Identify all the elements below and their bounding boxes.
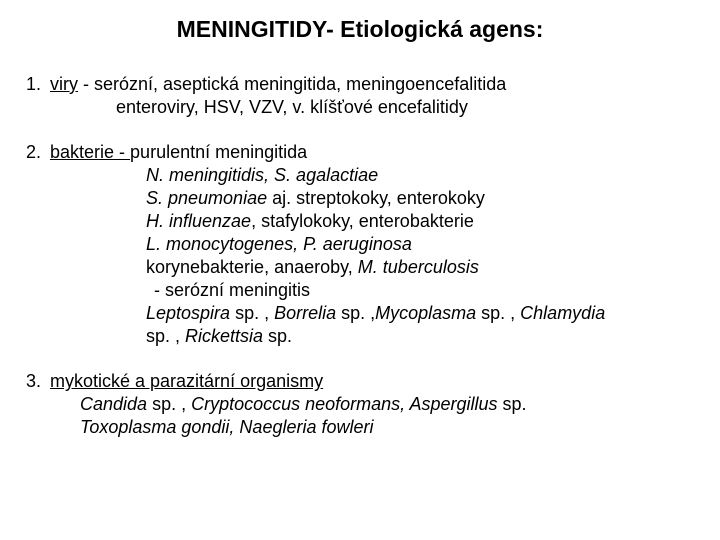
item-2-l3-r: , stafylokoky, enterobakterie <box>251 211 474 231</box>
t: Chlamydia <box>520 303 605 323</box>
item-1-head: viry - serózní, aseptická meningitida, m… <box>50 73 506 96</box>
item-2: 2. bakterie - purulentní meningitida <box>26 141 694 164</box>
t: sp. , <box>476 303 520 323</box>
t: Rickettsia <box>185 326 263 346</box>
t: sp. , <box>336 303 375 323</box>
item-1: 1. viry - serózní, aseptická meningitida… <box>26 73 694 96</box>
t: sp. , <box>147 394 191 414</box>
item-3-l1: Candida sp. , Cryptococcus neoformans, A… <box>26 393 694 416</box>
t: Leptospira <box>146 303 230 323</box>
t: Candida <box>80 394 147 414</box>
t: Cryptococcus neoformans, Aspergillus <box>191 394 497 414</box>
t: Mycoplasma <box>375 303 476 323</box>
t: sp. <box>498 394 527 414</box>
item-2-keyword: bakterie - <box>50 142 130 162</box>
item-3-keyword: mykotické a parazitární organismy <box>50 371 323 391</box>
item-2-l4: L. monocytogenes, P. aeruginosa <box>26 233 694 256</box>
t: Borrelia <box>274 303 336 323</box>
item-2-l2: S. pneumoniae aj. streptokoky, enterokok… <box>26 187 694 210</box>
t: sp. , <box>230 303 274 323</box>
item-2-l1: N. meningitidis, S. agalactiae <box>26 164 694 187</box>
content-list: 1. viry - serózní, aseptická meningitida… <box>26 73 694 439</box>
item-1-rest: - serózní, aseptická meningitida, mening… <box>78 74 506 94</box>
item-2-l7: Leptospira sp. , Borrelia sp. ,Mycoplasm… <box>26 302 694 325</box>
item-2-l5-i: M. tuberculosis <box>358 257 479 277</box>
item-2-l5: korynebakterie, anaeroby, M. tuberculosi… <box>26 256 694 279</box>
item-2-l5-a: korynebakterie, anaeroby, <box>146 257 358 277</box>
item-1-keyword: viry <box>50 74 78 94</box>
item-2-l2-i: S. pneumoniae <box>146 188 272 208</box>
t: sp. , <box>146 326 185 346</box>
item-3-number: 3. <box>26 370 50 393</box>
t: sp. <box>263 326 292 346</box>
item-2-rest: purulentní meningitida <box>130 142 307 162</box>
item-2-l8: sp. , Rickettsia sp. <box>26 325 694 348</box>
item-3-head: mykotické a parazitární organismy <box>50 370 323 393</box>
item-2-head: bakterie - purulentní meningitida <box>50 141 307 164</box>
item-3-l2: Toxoplasma gondii, Naegleria fowleri <box>26 416 694 439</box>
item-2-l2-r: aj. streptokoky, enterokoky <box>272 188 485 208</box>
item-3: 3. mykotické a parazitární organismy <box>26 370 694 393</box>
page-title: MENINGITIDY- Etiologická agens: <box>26 16 694 43</box>
item-2-l3: H. influenzae, stafylokoky, enterobakter… <box>26 210 694 233</box>
item-2-l6: - serózní meningitis <box>26 279 694 302</box>
item-1-line2: enteroviry, HSV, VZV, v. klíšťové encefa… <box>26 96 694 119</box>
item-2-l3-i: H. influenzae <box>146 211 251 231</box>
item-1-number: 1. <box>26 73 50 96</box>
item-2-number: 2. <box>26 141 50 164</box>
